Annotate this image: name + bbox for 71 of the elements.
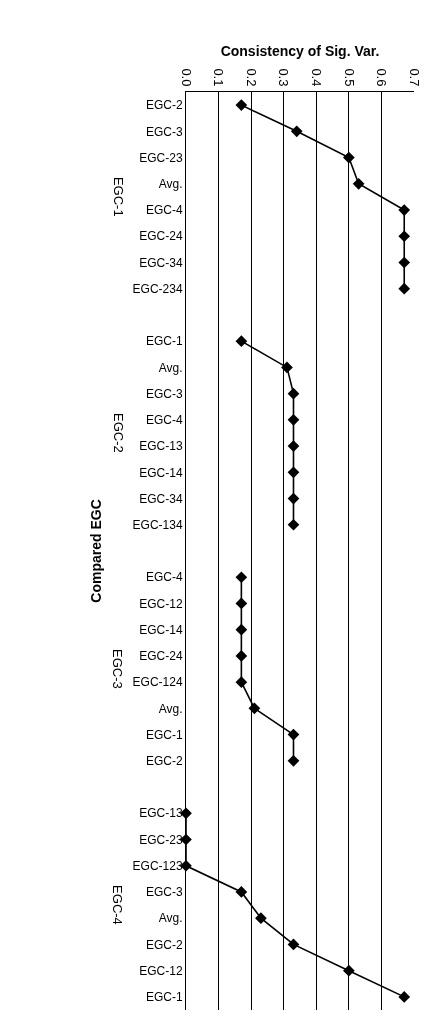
point [235,886,248,898]
point [287,440,300,452]
y-tick-label: EGC-3 [145,885,183,900]
y-tick-label: EGC-3 [145,386,183,401]
point [235,623,248,636]
y-tick-label: EGC-12 [139,963,183,978]
y-tick-label: Avg. [158,701,183,716]
y-tick-label: EGC-23 [139,832,183,847]
y-tick-label: EGC-1 [145,727,183,742]
y-tick-label: Avg. [158,911,183,926]
y-tick-label: EGC-34 [139,255,183,270]
point [235,99,248,111]
point [352,177,365,190]
y-tick-label: EGC-2 [145,754,183,769]
y-tick-label: EGC-24 [139,649,183,664]
y-tick-label: EGC-34 [139,491,183,506]
point [235,676,248,688]
point [235,335,248,348]
point [287,492,300,505]
point [398,282,411,295]
x-tick-label: 0.1 [211,68,227,87]
x-tick-label: 0.3 [276,68,292,87]
point [287,728,300,741]
y-tick-label: EGC-124 [132,675,183,690]
x-tick-label: 0.7 [406,68,422,87]
y-tick-label: EGC-134 [132,517,183,532]
point [290,125,303,138]
y-tick-label: Avg. [158,177,183,191]
y-tick-label: EGC-1 [145,334,183,349]
y-tick-label: EGC-13 [139,439,183,454]
point [398,230,411,243]
y-axis-title: Compared EGC [87,499,104,603]
y-tick-label: EGC-24 [139,229,183,244]
y-tick-label: EGC-14 [139,622,183,637]
x-tick-label: 0.0 [178,68,194,87]
point [343,151,355,164]
point [398,256,411,269]
y-tick-label: Avg. [158,360,183,375]
y-tick-label: EGC-2 [145,937,183,952]
x-axis-title: Consistency of Sig. Var. [220,42,380,59]
y-tick-label: EGC-12 [139,596,183,611]
point [287,466,300,479]
y-tick-label: EGC-234 [132,281,183,296]
point [248,702,261,715]
x-tick-label: 0.4 [309,68,325,87]
point [287,754,300,767]
y-tick-label: EGC-4 [145,413,183,428]
point [281,361,293,374]
x-tick-label: 0.6 [374,68,390,87]
point [343,964,355,977]
point [235,650,248,662]
y-tick-label: EGC-14 [139,465,183,480]
point [398,991,411,1003]
point [287,387,300,400]
y-tick-label: EGC-3 [145,124,183,139]
x-tick-label: 0.2 [243,68,259,87]
point [255,912,267,925]
x-tick-label: 0.5 [341,68,357,87]
point [287,938,300,951]
y-tick-label: EGC-13 [139,806,183,821]
point [398,204,411,216]
point [287,518,300,531]
y-tick-label: EGC-1 [145,990,183,1005]
y-tick-label: EGC-23 [139,150,183,165]
point [235,571,248,584]
y-tick-label: EGC-123 [132,858,183,873]
y-tick-label: EGC-2 [145,98,183,113]
point [287,414,300,426]
point [235,597,248,610]
y-tick-label: EGC-4 [145,203,183,218]
y-tick-label: EGC-4 [145,570,183,585]
